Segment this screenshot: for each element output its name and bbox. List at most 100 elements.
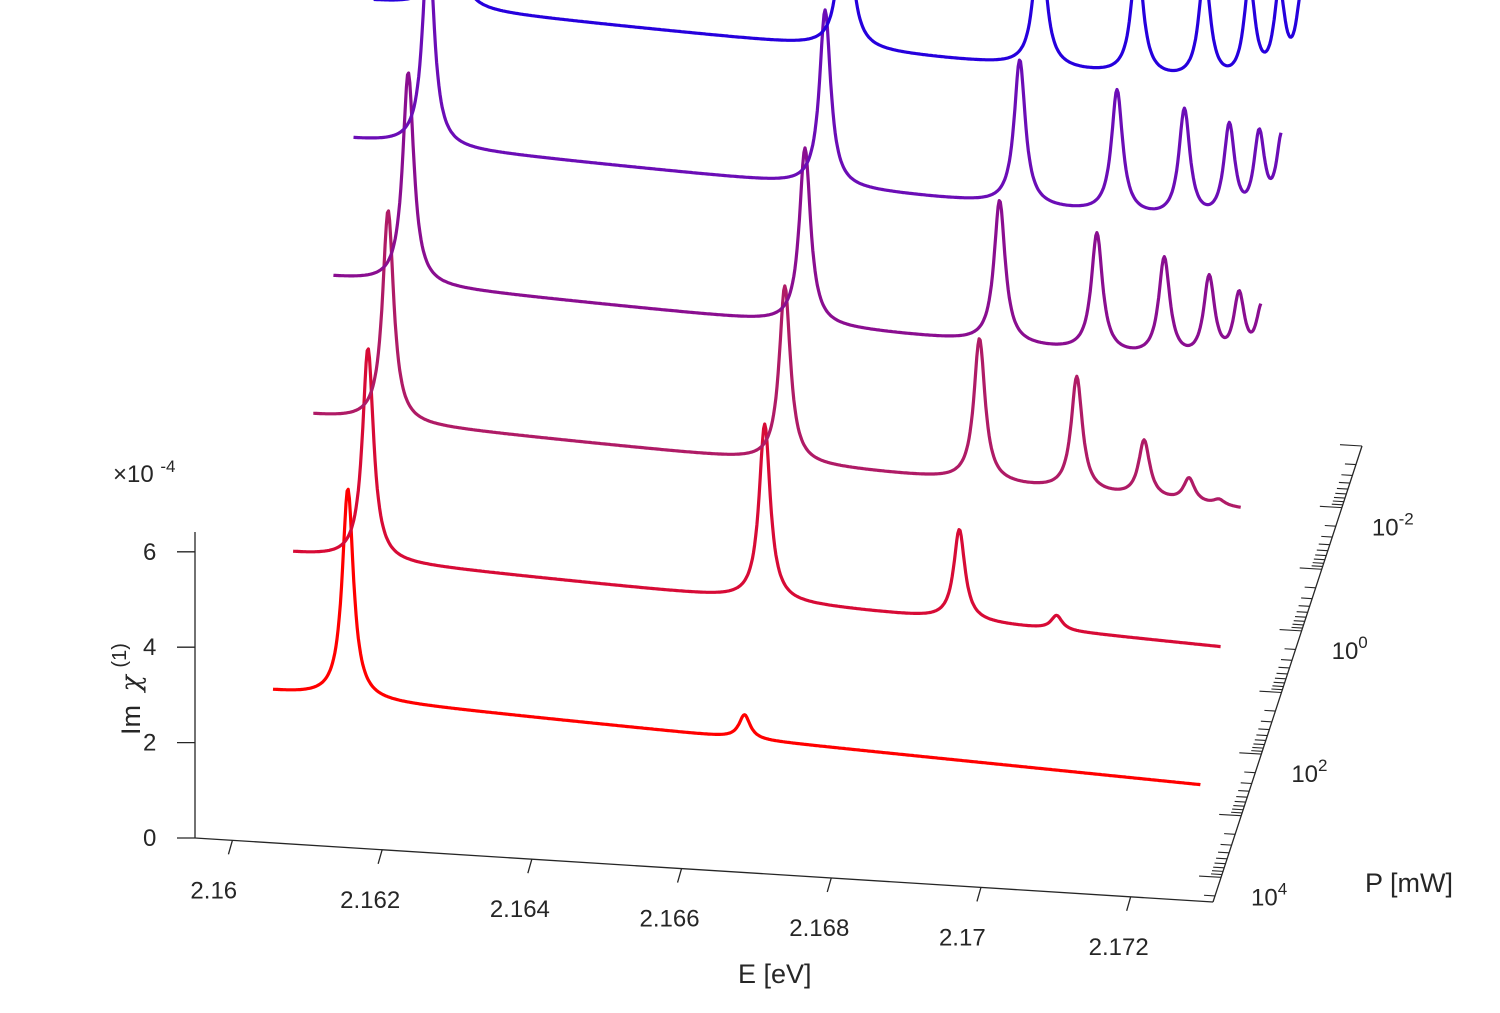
y-major-tick [1219, 813, 1242, 817]
y-major-tick [1319, 505, 1342, 509]
x-tick-label: 2.16 [190, 877, 237, 904]
y-minor-tick [1276, 672, 1288, 675]
y-major-tick [1339, 444, 1363, 447]
y-minor-tick [1260, 720, 1272, 723]
y-minor-tick [1316, 549, 1328, 552]
z-exponent-label: ×10 -4 [113, 457, 176, 488]
y-minor-tick [1236, 795, 1248, 798]
x-tick [527, 858, 533, 874]
y-minor-tick [1313, 558, 1325, 561]
y-tick-label: 104 [1251, 879, 1287, 911]
y-minor-tick [1233, 804, 1245, 807]
x-tick-label: 2.17 [939, 924, 986, 951]
y-minor-tick [1238, 789, 1250, 792]
y-minor-tick [1344, 463, 1356, 466]
y-minor-tick [1284, 648, 1296, 650]
y-minor-tick [1254, 739, 1266, 741]
svg-text:Im χ (1): Im χ (1) [109, 643, 147, 735]
y-minor-tick [1311, 565, 1323, 567]
z-tick-label: 6 [143, 539, 156, 566]
labels-group: E [eV] P [mW] Im χ (1) ×10 -4 [109, 457, 1453, 989]
z-tick-marks: 0 2 4 6 [143, 539, 195, 852]
y-minor-tick [1324, 524, 1336, 527]
y-minor-tick [1274, 677, 1286, 680]
x-tick-marks: 2.16 2.162 2.164 2.166 2.168 2.17 2.172 [190, 840, 1149, 961]
y-minor-tick [1211, 870, 1224, 872]
y-tick-label: 10-2 [1372, 510, 1414, 542]
y-minor-tick [1312, 562, 1324, 564]
y-minor-tick [1256, 734, 1268, 737]
x-tick [227, 840, 234, 855]
y-minor-tick [1296, 611, 1308, 613]
series-curve-5 [373, 0, 1301, 73]
y-minor-tick [1341, 474, 1353, 476]
y-minor-tick [1252, 746, 1264, 749]
y-minor-tick [1280, 659, 1293, 661]
y-minor-tick [1272, 685, 1284, 688]
y-minor-tick [1271, 688, 1283, 691]
z-axis-title-superscript: (1) [109, 643, 131, 667]
z-tick-label: 0 [143, 825, 156, 852]
y-minor-tick [1298, 605, 1310, 607]
y-tick-label: 102 [1291, 756, 1327, 788]
x-tick [676, 868, 683, 883]
y-minor-tick [1264, 709, 1276, 712]
z-tick-label: 4 [143, 634, 156, 661]
y-minor-tick [1318, 543, 1330, 546]
y-minor-tick [1210, 873, 1223, 876]
y-major-tick [1259, 690, 1282, 694]
y-minor-tick [1336, 487, 1348, 490]
z-exponent-power: -4 [160, 457, 175, 476]
series-curve-2 [312, 209, 1242, 509]
x-tick-label: 2.162 [340, 887, 400, 914]
series-curve-3 [332, 71, 1263, 350]
z-axis-title: Im χ (1) [109, 643, 147, 735]
x-tick [377, 849, 383, 864]
y-tick-label: 100 [1332, 633, 1368, 665]
z-axis-title-symbol: χ [116, 673, 147, 693]
y-minor-tick [1338, 481, 1350, 484]
y-minor-tick [1240, 782, 1252, 785]
x-axis-line [194, 837, 1214, 903]
y-minor-tick [1295, 615, 1307, 618]
series-curve-0 [272, 487, 1201, 787]
x-tick-label: 2.166 [640, 906, 700, 933]
y-major-tick [1279, 628, 1302, 632]
y-minor-tick [1315, 554, 1327, 557]
y-minor-tick [1251, 750, 1263, 752]
y-major-tick [1239, 752, 1262, 755]
y-minor-tick [1304, 586, 1316, 589]
x-tick [826, 877, 832, 893]
y-minor-tick [1244, 771, 1256, 774]
y-minor-tick [1332, 500, 1344, 503]
z-exponent-base: ×10 [113, 461, 154, 488]
x-tick-label: 2.168 [789, 915, 849, 942]
y-minor-tick [1278, 666, 1290, 669]
y-minor-tick [1331, 503, 1343, 506]
x-axis-title: E [eV] [738, 959, 812, 989]
x-tick [1126, 896, 1132, 912]
y-minor-tick [1216, 857, 1228, 860]
y-minor-tick [1321, 535, 1333, 538]
y-minor-tick [1213, 866, 1225, 869]
y-minor-tick [1218, 851, 1230, 854]
x-tick-label: 2.164 [490, 896, 550, 923]
x-tick [976, 887, 982, 902]
y-minor-tick [1231, 811, 1243, 814]
y-minor-tick [1273, 681, 1285, 684]
y-minor-tick [1335, 492, 1347, 495]
x-tick-label: 2.172 [1089, 934, 1149, 961]
series-curve-1 [292, 347, 1221, 649]
z-tick-label: 2 [143, 730, 156, 757]
y-major-tick [1299, 567, 1322, 570]
y-minor-tick [1333, 496, 1346, 499]
y-tick-marks: 10-2 100 102 104 [1199, 444, 1414, 911]
y-major-tick [1199, 875, 1222, 878]
y-minor-tick [1203, 894, 1216, 897]
y-minor-tick [1224, 833, 1236, 835]
y-minor-tick [1220, 843, 1232, 846]
z-axis-title-main: Im [116, 705, 146, 735]
axes-group: 2.16 2.162 2.164 2.166 2.168 2.17 2.172 10-210… [143, 444, 1414, 961]
y-minor-tick [1292, 623, 1304, 626]
